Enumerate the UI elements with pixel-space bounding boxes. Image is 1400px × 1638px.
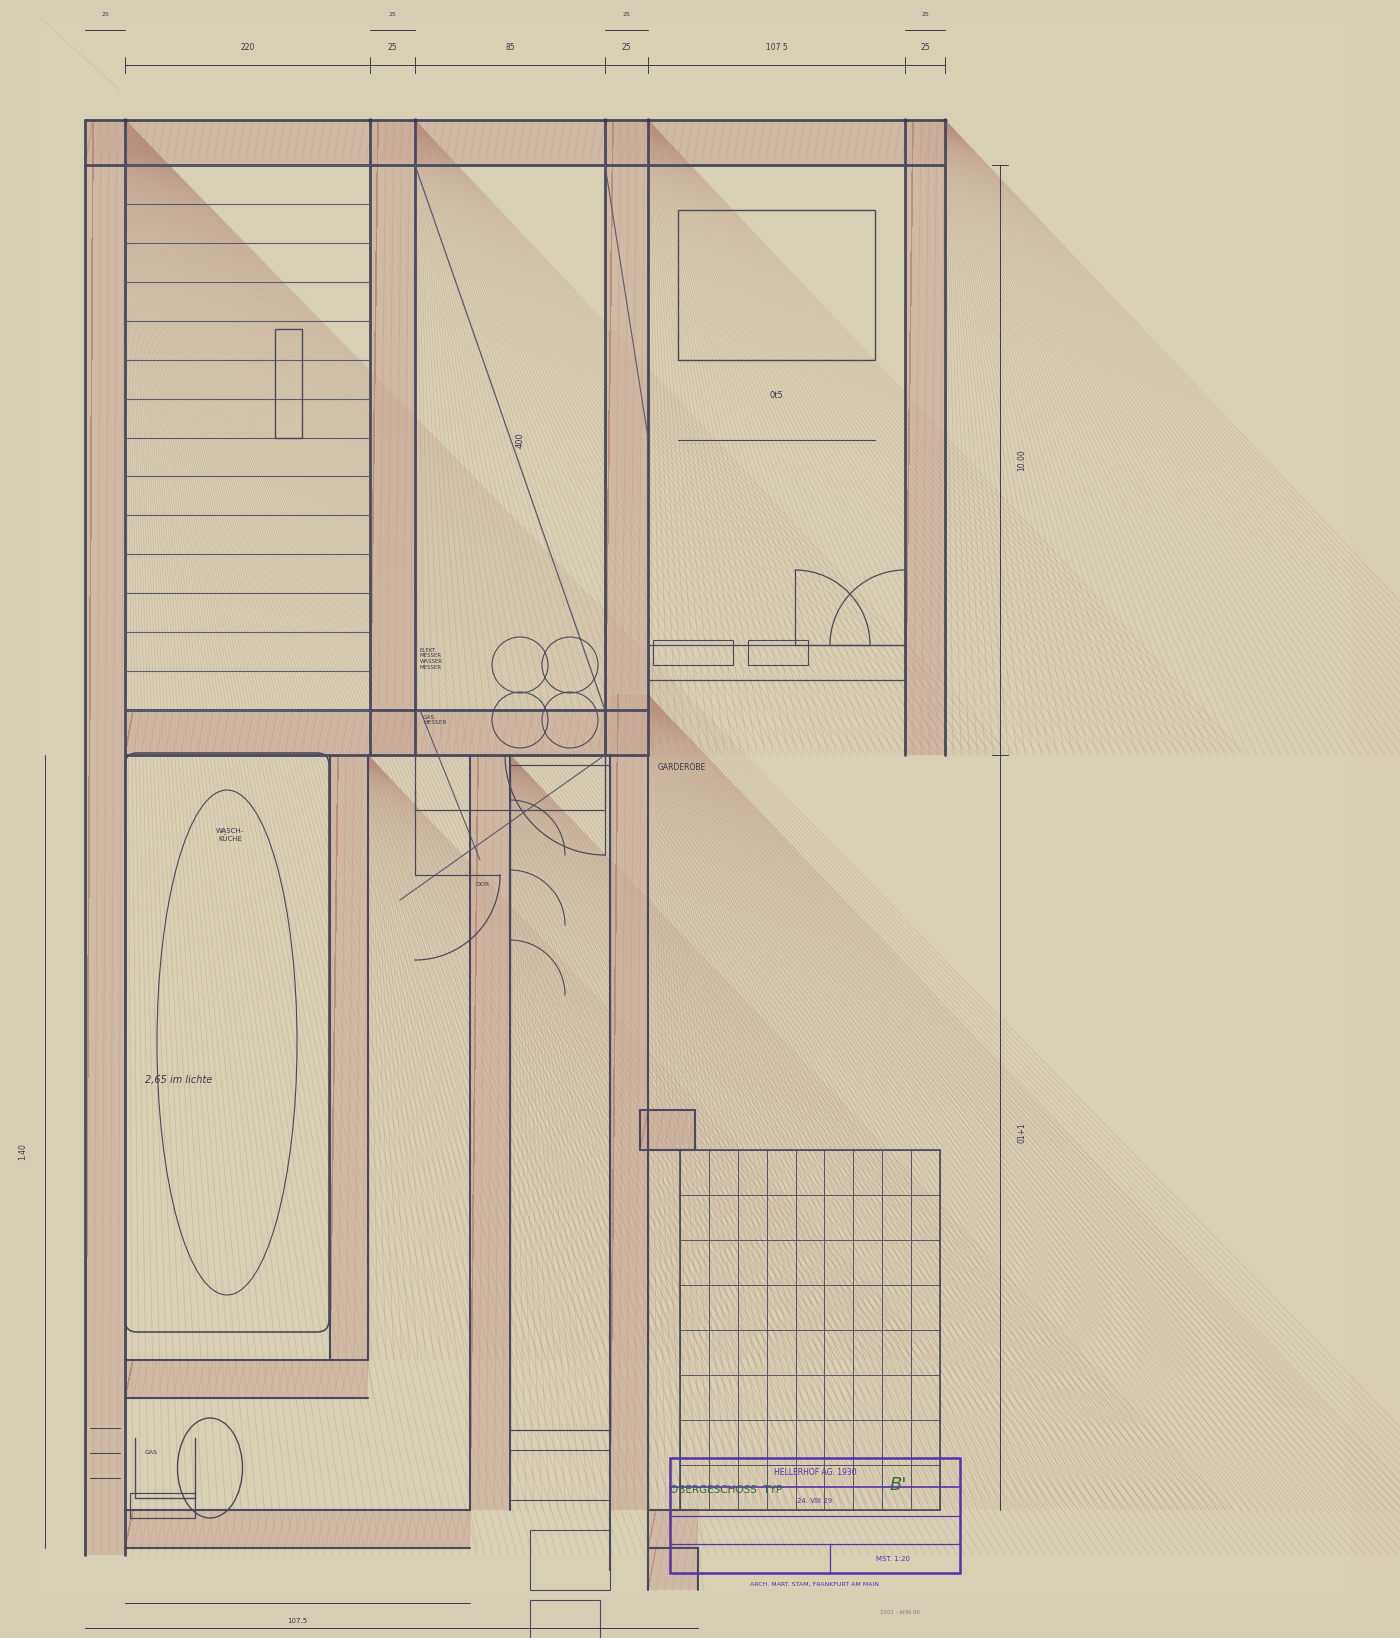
- Text: MST. 1:20: MST. 1:20: [876, 1556, 910, 1561]
- Text: 25: 25: [101, 13, 109, 18]
- Bar: [652, 640, 734, 665]
- Bar: [678, 210, 875, 360]
- Text: ARCH. MART. STAM, FRANKFURT AM MAIN: ARCH. MART. STAM, FRANKFURT AM MAIN: [750, 1582, 879, 1587]
- Text: 25: 25: [623, 13, 630, 18]
- Bar: [470, 755, 510, 1510]
- Text: HELLERHOF AG. 1930: HELLERHOF AG. 1930: [774, 1468, 857, 1477]
- Bar: [274, 329, 302, 437]
- Text: OBERGESCHOSS  TYP: OBERGESCHOSS TYP: [671, 1486, 783, 1495]
- Bar: [370, 120, 414, 755]
- Bar: [531, 1530, 610, 1590]
- Bar: [130, 1492, 195, 1518]
- Text: 24. VIII 29: 24. VIII 29: [798, 1499, 833, 1504]
- Text: 25: 25: [622, 43, 631, 51]
- Bar: [330, 755, 368, 1360]
- Bar: [671, 1458, 960, 1572]
- Bar: [605, 120, 648, 755]
- Text: GAS: GAS: [146, 1451, 158, 1456]
- Text: 400: 400: [515, 432, 525, 447]
- Bar: [510, 1450, 610, 1500]
- Bar: [648, 1510, 699, 1548]
- Bar: [648, 1548, 699, 1590]
- Bar: [125, 1510, 470, 1548]
- Text: 0t5: 0t5: [770, 390, 784, 400]
- Text: ELEKT.
MESSER
WASSER
MESSER: ELEKT. MESSER WASSER MESSER: [420, 647, 444, 670]
- Bar: [414, 755, 605, 811]
- Text: 25: 25: [921, 13, 930, 18]
- Text: WASCH-
KÜCHE: WASCH- KÜCHE: [216, 827, 244, 842]
- Text: 107.5: 107.5: [287, 1618, 308, 1623]
- Bar: [748, 640, 808, 665]
- Text: 10.00: 10.00: [1018, 449, 1026, 470]
- Bar: [531, 1600, 601, 1638]
- Bar: [640, 1111, 694, 1150]
- Bar: [85, 120, 125, 1554]
- Text: DOR: DOR: [475, 883, 489, 888]
- Bar: [680, 1150, 939, 1510]
- Text: 25: 25: [920, 43, 930, 51]
- Bar: [610, 695, 648, 1510]
- Text: 25: 25: [388, 43, 398, 51]
- Text: B': B': [890, 1476, 907, 1494]
- Bar: [904, 120, 945, 755]
- Bar: [125, 1360, 368, 1397]
- Bar: [125, 709, 648, 755]
- Text: 01+1: 01+1: [1018, 1122, 1026, 1143]
- Text: GARDEROBE: GARDEROBE: [658, 763, 706, 771]
- Text: 2,65 im lichte: 2,65 im lichte: [146, 1075, 213, 1084]
- Text: 220: 220: [241, 43, 255, 51]
- Text: 107 5: 107 5: [766, 43, 787, 51]
- Bar: [85, 120, 945, 165]
- Text: 1.40: 1.40: [18, 1143, 28, 1160]
- Text: 25: 25: [389, 13, 396, 18]
- Text: 2201 - bHN 96: 2201 - bHN 96: [881, 1610, 920, 1615]
- Text: GAS
HESSER: GAS HESSER: [423, 714, 447, 726]
- Text: 85: 85: [505, 43, 515, 51]
